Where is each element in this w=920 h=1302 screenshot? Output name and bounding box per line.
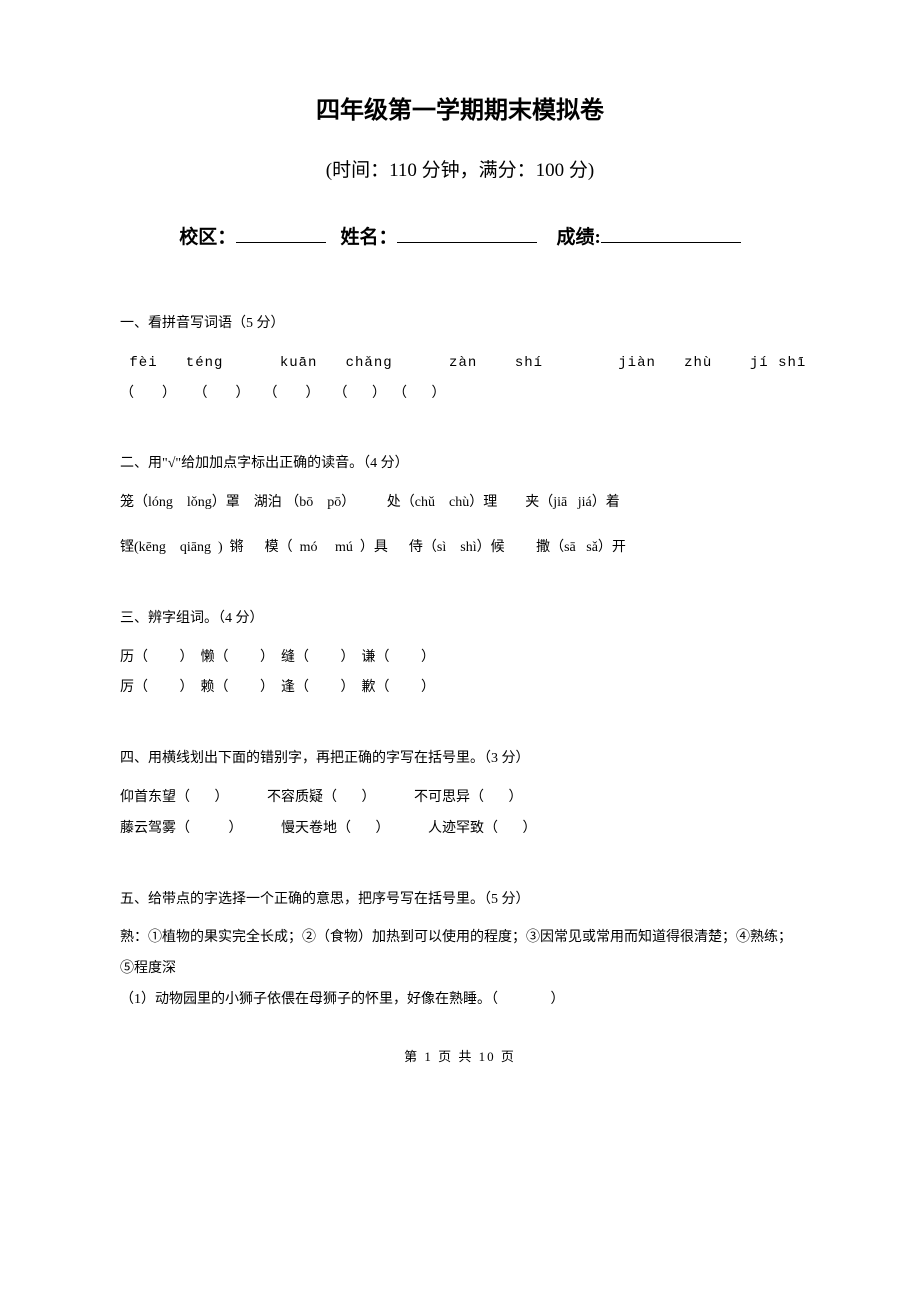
campus-label: 校区： — [179, 227, 236, 248]
section-3: 三、辨字组词。（4 分） 历（ ） 懒（ ） 缝（ ） 谦（ ） 厉（ ） 赖（… — [120, 604, 800, 704]
section-1-brackets: （ ） （ ） （ ） （ ） （ ） — [120, 379, 800, 410]
score-label: 成绩: — [556, 227, 600, 248]
section-4: 四、用横线划出下面的错别字，再把正确的字写在括号里。（3 分） 仰首东望（ ） … — [120, 744, 800, 844]
section-5-header: 五、给带点的字选择一个正确的意思，把序号写在括号里。（5 分） — [120, 885, 800, 916]
section-5-definition: 熟：①植物的果实完全长成；②（食物）加热到可以使用的程度；③因常见或常用而知道得… — [120, 923, 800, 985]
section-5-q1: （1）动物园里的小狮子依偎在母狮子的怀里，好像在熟睡。（ ） — [120, 985, 800, 1016]
score-blank — [601, 224, 741, 243]
section-3-row-2: 厉（ ） 赖（ ） 逢（ ） 歉（ ） — [120, 673, 800, 704]
name-blank — [397, 224, 537, 243]
section-2: 二、用"√"给加加点字标出正确的读音。（4 分） 笼（lóng lǒng）罩 湖… — [120, 449, 800, 563]
section-2-line-1: 笼（lóng lǒng）罩 湖泊 （bō pō） 处（chǔ chù）理 夹（j… — [120, 488, 800, 519]
section-3-header: 三、辨字组词。（4 分） — [120, 604, 800, 635]
section-2-header: 二、用"√"给加加点字标出正确的读音。（4 分） — [120, 449, 800, 480]
page-subtitle: (时间：110 分钟，满分：100 分) — [120, 155, 800, 182]
info-line: 校区： 姓名： 成绩: — [120, 222, 800, 249]
page-title: 四年级第一学期期末模拟卷 — [120, 90, 800, 125]
section-1: 一、看拼音写词语（5 分） fèi téng kuān chǎng zàn sh… — [120, 309, 800, 409]
section-3-row-1: 历（ ） 懒（ ） 缝（ ） 谦（ ） — [120, 643, 800, 674]
page-footer: 第 1 页 共 10 页 — [120, 1046, 800, 1065]
campus-blank — [236, 224, 326, 243]
section-4-line-1: 仰首东望（ ） 不容质疑（ ） 不可思异（ ） — [120, 783, 800, 814]
section-5: 五、给带点的字选择一个正确的意思，把序号写在括号里。（5 分） 熟：①植物的果实… — [120, 885, 800, 1016]
name-label: 姓名： — [340, 227, 397, 248]
section-4-header: 四、用横线划出下面的错别字，再把正确的字写在括号里。（3 分） — [120, 744, 800, 775]
section-4-line-2: 藤云驾雾（ ） 慢天卷地（ ） 人迹罕致（ ） — [120, 814, 800, 845]
section-1-pinyin: fèi téng kuān chǎng zàn shí jiàn zhù jí … — [120, 348, 800, 379]
section-2-line-2: 铿(kēng qiāng ) 锵 模（ mó mú ）具 侍（sì shì）候 … — [120, 533, 800, 564]
section-1-header: 一、看拼音写词语（5 分） — [120, 309, 800, 340]
